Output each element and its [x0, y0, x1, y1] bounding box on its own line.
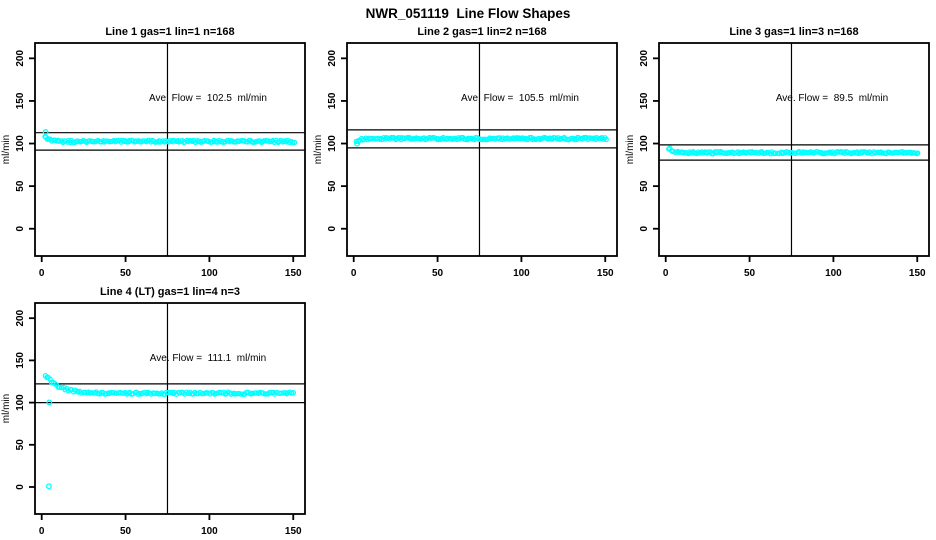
avg-flow-annotation: Ave. Flow = 111.1 ml/min — [150, 353, 266, 364]
panels-root: Line 1 gas=1 lin=1 n=168 0 50 100 150 0 50 100 1… — [1, 26, 930, 537]
x-tick-label: 100 — [825, 268, 842, 279]
plot-area-border — [658, 42, 930, 257]
x-tick-label: 0 — [39, 268, 45, 279]
data-point-cloud — [42, 373, 296, 490]
panel-line-3: Line 3 gas=1 lin=3 n=168 0 50 100 150 0 50 100 1… — [625, 26, 930, 279]
x-tick-label: 50 — [744, 268, 756, 279]
y-tick-label: 50 — [639, 180, 650, 192]
plot-area-border — [34, 42, 306, 257]
y-tick-label: 100 — [15, 135, 26, 152]
y-axis-label: ml/min — [1, 135, 12, 164]
y-tick-label: 100 — [327, 135, 338, 152]
data-point — [873, 149, 879, 156]
y-tick-label: 150 — [15, 92, 26, 109]
data-point — [861, 148, 867, 155]
data-point — [152, 390, 158, 397]
plot-area-border — [346, 42, 618, 257]
y-tick-label: 200 — [15, 50, 26, 67]
y-tick-label: 50 — [15, 439, 26, 451]
data-point — [170, 390, 177, 397]
panel-title: Line 1 gas=1 lin=1 n=168 — [105, 26, 234, 38]
y-tick-label: 200 — [639, 50, 650, 67]
y-tick-label: 0 — [15, 226, 26, 232]
panel-line-4: Line 4 (LT) gas=1 lin=4 n=3 0 50 100 150 0 50 1… — [1, 286, 306, 537]
x-tick-label: 50 — [120, 268, 132, 279]
data-point — [915, 150, 921, 156]
x-tick-label: 50 — [432, 268, 444, 279]
data-point — [126, 137, 133, 144]
y-tick-label: 200 — [327, 50, 338, 67]
y-tick-label: 50 — [15, 180, 26, 192]
y-tick-label: 0 — [15, 484, 26, 490]
data-point — [291, 139, 298, 146]
outlier-data-point — [42, 129, 49, 135]
outlier-data-point — [354, 140, 361, 147]
avg-flow-annotation: Ave. Flow = 102.5 ml/min — [149, 93, 267, 104]
x-tick-label: 100 — [513, 268, 530, 279]
x-tick-label: 50 — [120, 526, 132, 537]
data-point — [789, 150, 796, 156]
figure-title: NWR_051119 Line Flow Shapes — [366, 6, 571, 21]
outlier-data-point — [45, 483, 52, 490]
y-tick-label: 50 — [327, 180, 338, 192]
data-point — [290, 390, 296, 396]
data-point — [250, 390, 256, 397]
x-tick-label: 150 — [285, 526, 302, 537]
avg-flow-annotation: Ave. Flow = 89.5 ml/min — [776, 93, 888, 104]
x-tick-label: 100 — [201, 526, 218, 537]
data-point — [59, 138, 65, 144]
y-tick-label: 100 — [15, 394, 26, 411]
data-point — [78, 390, 85, 396]
y-tick-label: 100 — [639, 135, 650, 152]
plot-area-border — [34, 302, 306, 515]
data-point-cloud — [666, 145, 921, 157]
data-point — [773, 150, 779, 156]
y-axis-label: ml/min — [313, 135, 324, 164]
data-point — [822, 150, 828, 156]
data-point-cloud — [353, 134, 609, 147]
x-tick-label: 0 — [663, 268, 669, 279]
data-point — [290, 139, 296, 146]
y-tick-label: 0 — [639, 226, 650, 232]
data-point — [827, 149, 833, 155]
y-tick-label: 0 — [327, 226, 338, 232]
data-point-cloud — [42, 129, 298, 146]
panel-title: Line 4 (LT) gas=1 lin=4 n=3 — [100, 286, 240, 298]
x-tick-label: 150 — [597, 268, 614, 279]
panel-line-1: Line 1 gas=1 lin=1 n=168 0 50 100 150 0 50 100 1… — [1, 26, 306, 279]
panel-title: Line 3 gas=1 lin=3 n=168 — [729, 26, 858, 38]
y-axis-label: ml/min — [625, 135, 636, 164]
y-tick-label: 200 — [15, 309, 26, 326]
y-tick-label: 150 — [639, 92, 650, 109]
x-tick-label: 100 — [201, 268, 218, 279]
data-point — [213, 138, 220, 144]
avg-flow-annotation: Ave. Flow = 105.5 ml/min — [461, 93, 579, 104]
x-tick-label: 0 — [39, 526, 45, 537]
data-point — [780, 149, 787, 156]
x-tick-label: 150 — [909, 268, 926, 279]
data-point — [906, 149, 912, 156]
y-tick-label: 150 — [327, 92, 338, 109]
data-point — [603, 136, 609, 143]
data-point — [680, 149, 687, 156]
panel-line-2: Line 2 gas=1 lin=2 n=168 0 50 100 150 0 50 100 1… — [313, 26, 618, 279]
x-tick-label: 150 — [285, 268, 302, 279]
data-point — [88, 390, 95, 396]
y-tick-label: 150 — [15, 352, 26, 369]
panel-title: Line 2 gas=1 lin=2 n=168 — [417, 26, 546, 38]
data-point — [250, 139, 256, 145]
y-axis-label: ml/min — [1, 394, 12, 423]
x-tick-label: 0 — [351, 268, 357, 279]
outlier-data-point — [46, 399, 53, 406]
